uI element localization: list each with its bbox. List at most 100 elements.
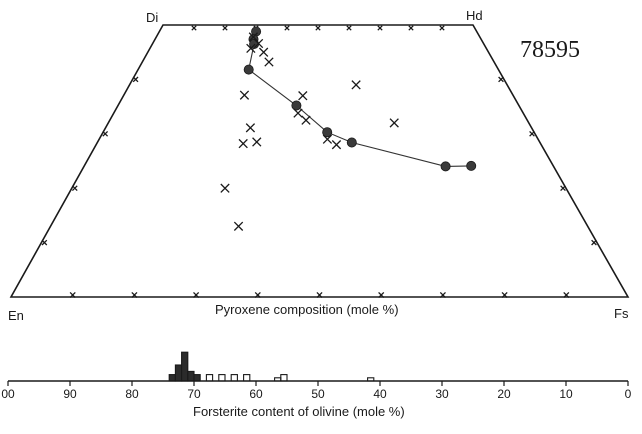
right-edge-tick-mark (529, 130, 535, 137)
base-tick-mark-stroke-b (254, 291, 261, 299)
pyroxene-cross-point (389, 118, 399, 128)
pyroxene-quadrilateral-outline (9, 24, 630, 298)
histogram-tick-label: 0 (625, 387, 632, 401)
pyroxene-cross-point-stroke-b (253, 38, 264, 49)
top-tick-mark (315, 25, 321, 31)
olivine-histogram-bars (168, 351, 375, 382)
vertex-label-fs: Fs (614, 306, 629, 321)
pyroxene-cross-point-stroke-b (389, 118, 399, 128)
left-edge-tick-mark-stroke-b (71, 185, 78, 192)
base-tick-mark (131, 291, 138, 299)
histogram-tick-label: 50 (311, 387, 325, 401)
vertex-label-di: Di (146, 10, 158, 25)
pyroxene-cross-point (238, 138, 248, 149)
base-tick-mark-stroke-b (131, 291, 138, 299)
left-edge-tick-mark (71, 185, 78, 192)
left-edge-tick-mark (132, 76, 139, 83)
base-tick-mark-stroke-b (439, 291, 446, 299)
pyroxene-cross-point (322, 134, 333, 144)
histogram-bar-filled (193, 374, 201, 382)
pyroxene-cross-point (245, 123, 256, 133)
base-tick-mark-stroke-b (69, 291, 76, 299)
histogram-bar-open (230, 374, 238, 382)
top-tick-mark-stroke-b (222, 25, 228, 31)
top-tick-mark-stroke-b (408, 25, 414, 31)
trend-dot-point (466, 160, 477, 171)
pyroxene-cross-point (298, 91, 308, 101)
trend-dot-point (346, 137, 357, 148)
histogram-tick-label: 10 (559, 387, 573, 401)
histogram-tick-label: 70 (187, 387, 201, 401)
right-edge-tick-mark-stroke-b (591, 239, 597, 246)
left-edge-tick-mark-stroke-b (102, 130, 109, 137)
base-tick-mark-stroke-b (316, 291, 323, 299)
pyroxene-cross-point (301, 115, 311, 125)
trend-dot-point (322, 127, 333, 138)
pyroxene-axis-title: Pyroxene composition (mole %) (215, 302, 399, 317)
trend-dot-point (440, 161, 451, 172)
pyroxene-cross-point-stroke-b (252, 137, 262, 147)
pyroxene-cross-point-stroke-b (220, 183, 230, 193)
histogram-bar-filled (187, 370, 195, 382)
base-tick-mark-stroke-b (378, 291, 385, 299)
histogram-x-ticks: 00 90 80 70 60 50 40 30 20 10 0 (1, 381, 632, 401)
base-tick-mark (563, 291, 570, 299)
pyroxene-cross-point-stroke-b (264, 57, 274, 67)
olivine-trend-series (243, 26, 477, 172)
top-tick-mark (346, 25, 352, 31)
pyroxene-cross-point (246, 43, 256, 54)
histogram-bar-open (218, 374, 226, 382)
top-tick-mark-stroke-b (284, 25, 290, 31)
histogram-tick-label: 20 (497, 387, 511, 401)
top-tick-mark (439, 25, 445, 31)
top-tick-mark (408, 25, 414, 31)
pyroxene-cross-point (264, 57, 274, 67)
top-tick-mark-stroke-b (377, 25, 383, 31)
top-tick-mark-stroke-b (191, 25, 197, 31)
pyroxene-cross-point-stroke-b (258, 47, 269, 57)
quadrilateral-edge-ticks (41, 25, 597, 299)
left-edge-tick-mark-stroke-b (132, 76, 139, 83)
pyroxene-cross-point-stroke-b (293, 108, 303, 118)
left-edge-tick-mark (41, 239, 48, 246)
histogram-tick-label: 30 (435, 387, 449, 401)
base-tick-mark-stroke-b (563, 291, 570, 299)
top-tick-mark-stroke-b (439, 25, 445, 31)
pyroxene-cross-point-stroke-b (245, 123, 256, 133)
pyroxene-cross-point (239, 90, 250, 100)
histogram-axis-title: Forsterite content of olivine (mole %) (193, 404, 405, 419)
left-edge-tick-mark-stroke-b (41, 239, 48, 246)
base-tick-mark-stroke-b (193, 291, 200, 299)
pyroxene-cross-point (233, 221, 244, 231)
histogram-tick-label: 00 (1, 387, 15, 401)
base-tick-mark (193, 291, 200, 299)
base-tick-mark (439, 291, 446, 299)
pyroxene-cross-point-stroke-b (238, 138, 248, 149)
left-edge-tick-mark (102, 130, 109, 137)
pyroxene-cross-point (331, 140, 342, 150)
base-tick-mark (69, 291, 76, 299)
pyroxene-cross-point-stroke-b (239, 90, 250, 100)
histogram-bar-open (243, 374, 251, 382)
vertex-label-en: En (8, 308, 24, 323)
right-edge-tick-mark-stroke-b (498, 76, 504, 83)
pyroxene-cross-point-stroke-b (298, 91, 308, 101)
histogram-tick-label: 40 (373, 387, 387, 401)
base-tick-mark (254, 291, 261, 299)
top-tick-mark (191, 25, 197, 31)
pyroxene-cross-point (351, 80, 361, 90)
right-edge-tick-mark-stroke-b (529, 130, 535, 137)
right-edge-tick-mark (560, 185, 566, 192)
top-tick-mark (284, 25, 290, 31)
trend-line (248, 31, 472, 167)
pyroxene-cross-point-stroke-b (351, 80, 361, 90)
top-tick-mark-stroke-b (315, 25, 321, 31)
histogram-tick-label: 90 (63, 387, 77, 401)
pyroxene-cross-point (293, 108, 303, 118)
top-tick-mark-stroke-b (346, 25, 352, 31)
pyroxene-cross-point (253, 38, 264, 49)
pyroxene-cross-series (220, 32, 399, 231)
top-tick-mark (222, 25, 228, 31)
pyroxene-cross-point-stroke-b (246, 43, 256, 54)
base-tick-mark (501, 291, 508, 299)
